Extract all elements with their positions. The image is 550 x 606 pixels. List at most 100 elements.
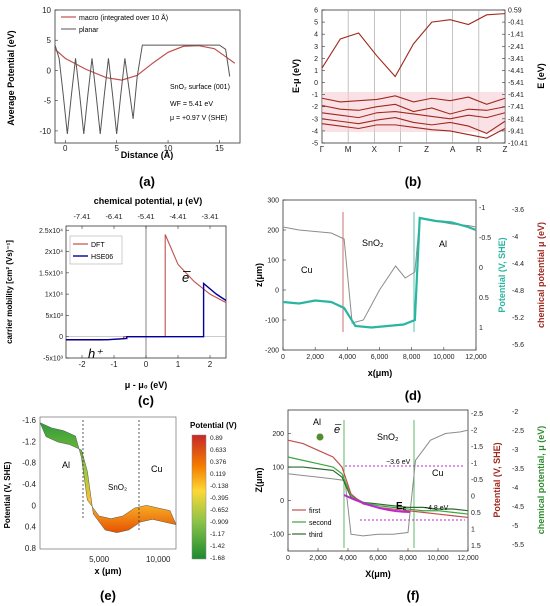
y-tick-label-right: -9.41 [508, 128, 524, 135]
colorbar-tick-label: -0.652 [210, 507, 229, 514]
y-tick-label: 200 [267, 228, 279, 235]
panel-d-label: (d) [405, 388, 422, 403]
panel-f: Al SnO₂ Cu e̅ −3.6 eV E꜀ −4.8 eV first s… [254, 409, 546, 603]
y-tick-label: 5 [314, 20, 318, 27]
panel-c-title: chemical potential, μ (eV) [94, 196, 203, 206]
y-tick-label-right1: -2.5 [471, 411, 483, 418]
panel-e-xlabel: x (μm) [94, 566, 121, 576]
y-tick-label: -10 [39, 127, 51, 136]
y-tick-label: 0 [47, 66, 52, 75]
y-tick-label: -5 [44, 97, 52, 106]
panel-c-series-hse06 [66, 281, 227, 341]
x-tick-label: 10,000 [433, 354, 455, 361]
panel-a-series-planar [54, 44, 231, 134]
x-tick-label: 0 [63, 144, 68, 153]
y-tick-label: 2 [314, 56, 318, 63]
band-line [321, 13, 506, 78]
band-line [321, 103, 506, 115]
y-tick-label: -1 [312, 92, 318, 99]
colorbar-tick-label: 0.89 [210, 435, 223, 442]
colorbar-tick-label: -1.42 [210, 543, 225, 550]
y-tick-label: -100 [270, 532, 284, 539]
x-tick-label: 5 [114, 144, 119, 153]
colorbar-tick-label: 0.119 [210, 471, 226, 478]
y-tick-label-right2: -2 [512, 409, 518, 416]
y-tick-label: -100 [265, 318, 279, 325]
panel-a-xlabel: Distance (Å) [121, 150, 174, 160]
x-tick-label: 5,000 [89, 555, 110, 564]
panel-f-conduction-band [343, 494, 411, 513]
y-tick-label-right: -1.41 [508, 32, 524, 39]
y-tick-label-right2: -5 [512, 523, 518, 530]
x-tick-label: 2,000 [309, 555, 327, 562]
legend-label-second: second [309, 520, 332, 527]
y-tick-label: 4 [314, 32, 318, 39]
y-tick-label-right1: 0 [479, 265, 483, 272]
x-tick-label: 6,000 [369, 555, 387, 562]
y-tick-label: -3 [312, 116, 318, 123]
panel-e-box [39, 416, 177, 550]
y-tick-label: 2.5x10⁴ [39, 228, 63, 235]
x-tick-label: 0 [144, 360, 149, 369]
x-tick-label-top: -4.41 [169, 212, 186, 221]
panel-c: chemical potential, μ (eV) DFT HSE06 e̅ … [5, 196, 227, 408]
panel-f-electron-dot [316, 433, 324, 441]
y-tick-label: -2 [312, 104, 318, 111]
legend-label-macro: macro (integrated over 10 Å) [79, 13, 168, 22]
legend-label-first: first [309, 508, 320, 515]
y-tick-label: 0 [32, 501, 37, 510]
y-tick-label-right1: 1 [479, 325, 483, 332]
panel-d-y-ticks-right1: -1 -0.5 0 0.5 1 [479, 205, 491, 332]
x-tick-label: X [372, 145, 378, 154]
y-tick-label: 3 [314, 44, 318, 51]
panel-d-region-cu: Cu [301, 265, 313, 275]
panel-e-colorbar-title: Potential (V) [190, 421, 237, 430]
colorbar-tick-label: 0.633 [210, 447, 227, 454]
panel-f-region-sno2: SnO₂ [377, 432, 399, 442]
y-tick-label-right1: -1 [479, 205, 485, 212]
panel-c-legend: DFT HSE06 [69, 235, 123, 265]
panel-b-y-ticks-right: 0.59 -0.41 -1.41 -2.41 -3.41 -4.41 -5.41 -6.41 -… [502, 8, 528, 148]
y-tick-label: 1x10⁴ [45, 292, 63, 299]
y-tick-label: 0 [280, 498, 284, 505]
panel-f-ylabel-right2: chemical potential, μ (eV) [536, 426, 546, 535]
panel-d-x-ticks: 0 2,000 4,000 6,000 8,000 10,000 12,000 [281, 347, 487, 361]
panel-a-legend: macro (integrated over 10 Å) planar [61, 13, 168, 34]
y-tick-label: 0 [275, 288, 279, 295]
y-tick-label-right2: -2.5 [512, 428, 524, 435]
band-line [321, 117, 506, 134]
panel-a-annotation-wf: WF = 5.41 eV [170, 101, 213, 108]
panel-f-annotation-ec: E꜀ [396, 501, 407, 512]
legend-label-hse06: HSE06 [91, 254, 113, 261]
colorbar-tick-label: -0.395 [210, 495, 229, 502]
y-tick-label-right1: 1 [471, 527, 475, 534]
colorbar-tick-label: -0.909 [210, 519, 229, 526]
y-tick-label: 0.4 [25, 523, 37, 532]
panel-c-x-ticks: -2 -1 0 1 2 [78, 355, 213, 369]
panel-f-xlabel: X(μm) [365, 569, 391, 579]
y-tick-label: 5 [47, 36, 52, 45]
colorbar-tick-label: 0.376 [210, 459, 227, 466]
x-tick-label: -2 [78, 360, 86, 369]
x-tick-label: 12,000 [457, 555, 479, 562]
panel-d-ylabel-right1: Potential (V, SHE) [497, 237, 507, 312]
x-tick-label-top: -3.41 [201, 212, 218, 221]
panel-b: Γ M X Γ Z A R Z -5 -4 -3 -2 -1 0 1 2 3 4 5 6 0.59 -0.41 -1.4… [291, 8, 546, 190]
y-tick-label-right2: -4.4 [512, 261, 524, 268]
x-tick-label: 10,000 [146, 555, 171, 564]
panel-e: Al SnO₂ Cu 5,000 10,000 -1.6 -1.2 -0.8 -0.4 0… [3, 416, 237, 603]
x-tick-label-top: -5.41 [137, 212, 154, 221]
panel-a-frame [54, 9, 241, 144]
panel-b-ylabel-right: E (eV) [536, 63, 546, 89]
legend-label-planar: planar [79, 27, 99, 34]
panel-f-y-ticks-right1: -2.5 -2 -1.5 -1 -0.5 0 0.5 1 1.5 [471, 411, 483, 550]
y-tick-label: 5x10³ [45, 313, 63, 320]
x-tick-label-top: -7.41 [73, 212, 90, 221]
x-tick-label: M [345, 145, 352, 154]
y-tick-label-right2: -4 [512, 234, 518, 241]
y-tick-label-right2: -4.8 [512, 288, 524, 295]
y-tick-label: -5x10³ [43, 356, 64, 363]
